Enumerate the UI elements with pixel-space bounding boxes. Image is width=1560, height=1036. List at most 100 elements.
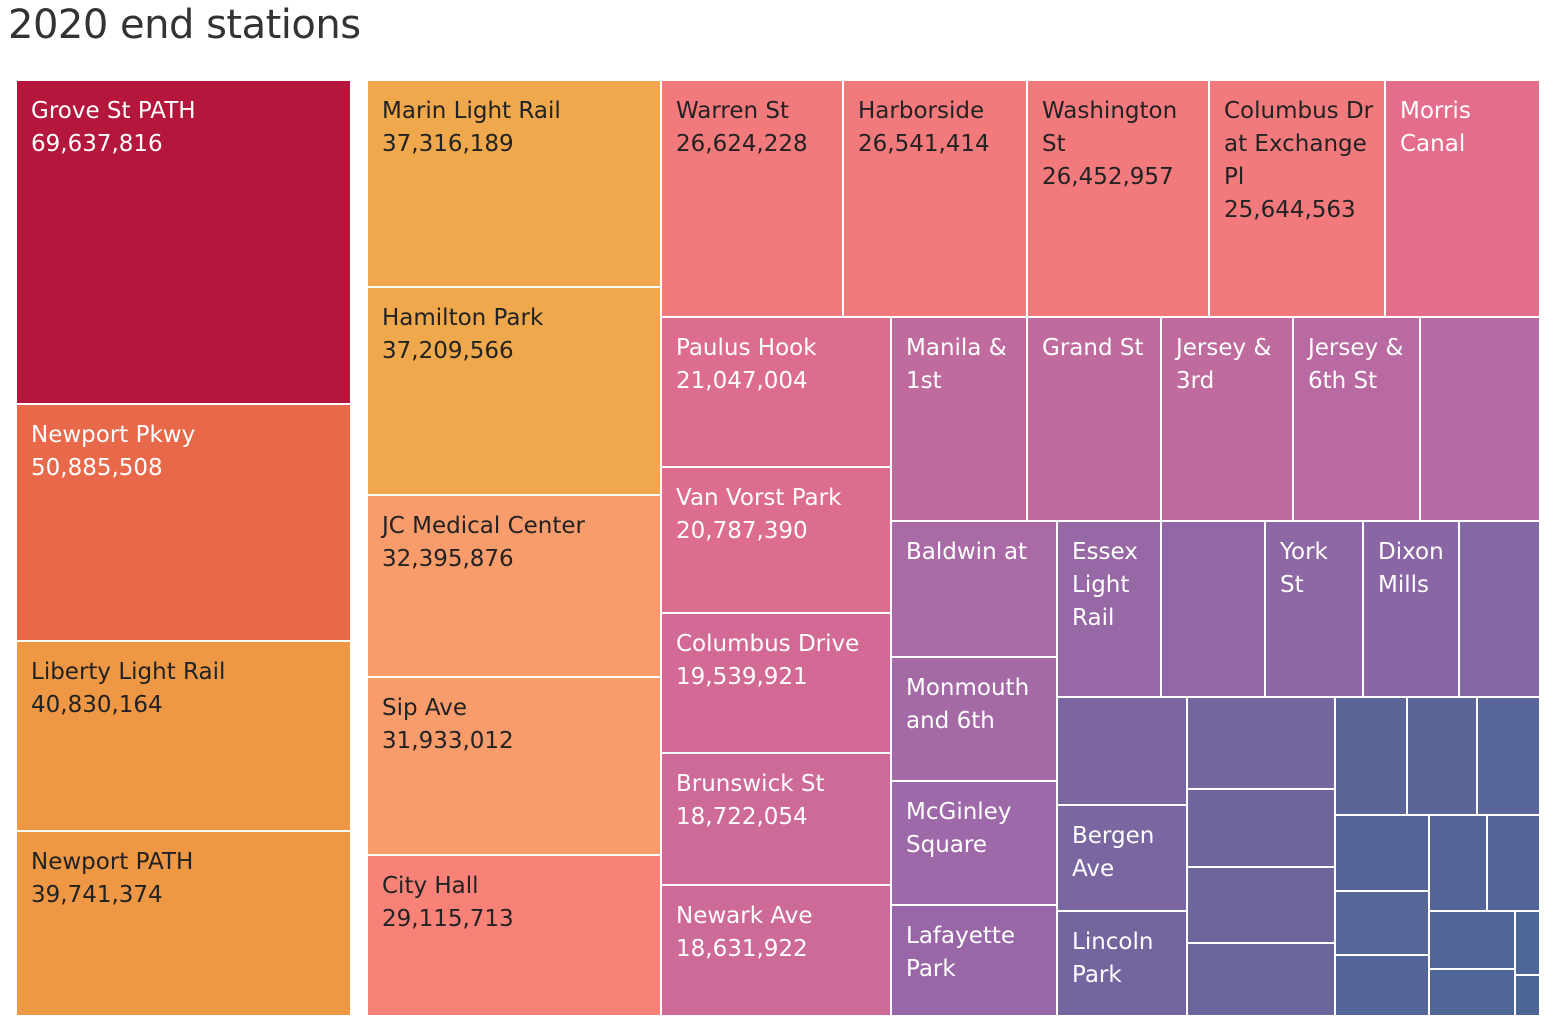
station-name: Washington St [1042,98,1178,157]
station-value: 32,395,876 [382,546,514,572]
treemap-cell-43[interactable] [1477,697,1540,815]
treemap-cell-marin-light-rail[interactable]: Marin Light Rail 37,316,189 [367,80,661,287]
treemap-cell-label: Marin Light Rail 37,316,189 [382,95,652,161]
station-value: 26,624,228 [676,131,808,157]
treemap-cell-30[interactable] [1161,521,1265,697]
treemap-cell-label: Bergen Ave [1072,820,1178,886]
treemap-cell-label: Lafayette Park [906,920,1048,986]
station-name: Grove St PATH [31,98,196,124]
treemap-cell-paulus-hook[interactable]: Paulus Hook 21,047,004 [661,317,891,467]
station-value: 29,115,713 [382,906,514,932]
treemap-cell-33[interactable] [1459,521,1540,697]
treemap-cell-41[interactable] [1335,697,1407,815]
treemap-cell-label: JC Medical Center 32,395,876 [382,510,652,576]
station-name: Newark Ave [676,903,813,929]
treemap-cell-52[interactable] [1515,975,1540,1016]
treemap-cell-label: Warren St 26,624,228 [676,95,834,161]
station-name: Marin Light Rail [382,98,561,124]
treemap-cell-label: Washington St 26,452,957 [1042,95,1200,194]
treemap-cell-label: Lincoln Park [1072,926,1178,992]
treemap-cell-van-vorst-park[interactable]: Van Vorst Park 20,787,390 [661,467,891,613]
treemap-cell-label: Hamilton Park 37,209,566 [382,302,652,368]
treemap-cell-51[interactable] [1515,911,1540,975]
treemap-cell-label: York St [1280,536,1354,602]
station-name: Columbus Drive [676,631,860,657]
treemap-cell-jersey-and-6th-st[interactable]: Jersey & 6th St [1293,317,1420,521]
treemap-cell-essex-light-rail[interactable]: Essex Light Rail [1057,521,1161,697]
treemap-cell-bergen-ave[interactable]: Bergen Ave [1057,805,1187,911]
treemap-cell-lafayette-park[interactable]: Lafayette Park [891,905,1057,1016]
treemap-cell-39[interactable] [1187,867,1335,943]
treemap-cell-45[interactable] [1335,891,1429,955]
treemap-cell-lincoln-park[interactable]: Lincoln Park [1057,911,1187,1016]
treemap-cell-48[interactable] [1487,815,1540,911]
station-name: Harborside [858,98,985,124]
treemap-cell-label: Jersey & 3rd [1176,332,1284,398]
treemap-cell-label: Liberty Light Rail 40,830,164 [31,656,342,722]
treemap-cell-newport-pkwy[interactable]: Newport Pkwy 50,885,508 [16,404,351,641]
treemap-cell-label: Grove St PATH 69,637,816 [31,95,342,161]
treemap-cell-columbus-drive[interactable]: Columbus Drive 19,539,921 [661,613,891,753]
treemap-cell-40[interactable] [1187,943,1335,1016]
treemap-cell-47[interactable] [1429,815,1487,911]
treemap-cell-label: Sip Ave 31,933,012 [382,692,652,758]
treemap-cell-label: Monmouth and 6th [906,672,1048,738]
station-value: 20,787,390 [676,518,808,544]
treemap-cell-city-hall[interactable]: City Hall 29,115,713 [367,855,661,1016]
treemap-cell-manila-and-1st[interactable]: Manila & 1st [891,317,1027,521]
treemap-cell-harborside[interactable]: Harborside 26,541,414 [843,80,1027,317]
treemap-cell-grove-st-path[interactable]: Grove St PATH 69,637,816 [16,80,351,404]
station-value: 21,047,004 [676,368,808,394]
treemap-cell-label: Newark Ave 18,631,922 [676,900,882,966]
station-value: 39,741,374 [31,882,163,908]
treemap-cell-38[interactable] [1187,789,1335,867]
treemap-cell-hamilton-park[interactable]: Hamilton Park 37,209,566 [367,287,661,495]
station-name: Hamilton Park [382,305,544,331]
treemap-cell-44[interactable] [1335,815,1429,891]
treemap-cell-dixon-mills[interactable]: Dixon Mills [1363,521,1459,697]
treemap-cell-label: Essex Light Rail [1072,536,1152,635]
station-name: Lafayette Park [906,923,1016,982]
treemap-cell-brunswick-st[interactable]: Brunswick St 18,722,054 [661,753,891,885]
treemap-cell-monmouth-and-6th[interactable]: Monmouth and 6th [891,657,1057,781]
station-value: 19,539,921 [676,664,808,690]
treemap-cell-24[interactable] [1420,317,1540,521]
station-value: 25,644,563 [1224,197,1356,223]
treemap-cell-newport-path[interactable]: Newport PATH 39,741,374 [16,831,351,1016]
station-name: City Hall [382,873,479,899]
treemap-cell-37[interactable] [1187,697,1335,789]
treemap-cell-50[interactable] [1429,969,1515,1016]
station-value: 18,722,054 [676,804,808,830]
treemap-cell-baldwin-at[interactable]: Baldwin at [891,521,1057,657]
treemap-cell-49[interactable] [1429,911,1515,969]
treemap-cell-label: Van Vorst Park 20,787,390 [676,482,882,548]
treemap-cell-columbus-dr-at-exchange-pl[interactable]: Columbus Dr at Exchange Pl 25,644,563 [1209,80,1385,317]
treemap-cell-warren-st[interactable]: Warren St 26,624,228 [661,80,843,317]
station-name: JC Medical Center [382,513,585,539]
treemap-cell-label: Manila & 1st [906,332,1018,398]
station-name: Newport PATH [31,849,194,875]
treemap-cell-newark-ave[interactable]: Newark Ave 18,631,922 [661,885,891,1016]
station-value: 18,631,922 [676,936,808,962]
treemap-cell-46[interactable] [1335,955,1429,1016]
treemap-cell-jersey-and-3rd[interactable]: Jersey & 3rd [1161,317,1293,521]
treemap-cell-label: Paulus Hook 21,047,004 [676,332,882,398]
station-name: Essex Light Rail [1072,539,1138,631]
station-value: 50,885,508 [31,455,163,481]
treemap-cell-liberty-light-rail[interactable]: Liberty Light Rail 40,830,164 [16,641,351,831]
chart-title: 2020 end stations [8,2,361,48]
treemap-cell-jc-medical-center[interactable]: JC Medical Center 32,395,876 [367,495,661,677]
treemap-cell-sip-ave[interactable]: Sip Ave 31,933,012 [367,677,661,855]
treemap-cell-42[interactable] [1407,697,1477,815]
station-name: Baldwin at [906,539,1028,565]
station-name: Morris Canal [1400,98,1471,157]
treemap-cell-washington-st[interactable]: Washington St 26,452,957 [1027,80,1209,317]
station-name: Brunswick St [676,771,825,797]
treemap-cell-mcginley-square[interactable]: McGinley Square [891,781,1057,905]
treemap-cell-grand-st[interactable]: Grand St [1027,317,1161,521]
station-name: Jersey & 3rd [1176,335,1272,394]
treemap-cell-morris-canal[interactable]: Morris Canal [1385,80,1540,317]
treemap-cell-york-st[interactable]: York St [1265,521,1363,697]
treemap-cell-34[interactable] [1057,697,1187,805]
